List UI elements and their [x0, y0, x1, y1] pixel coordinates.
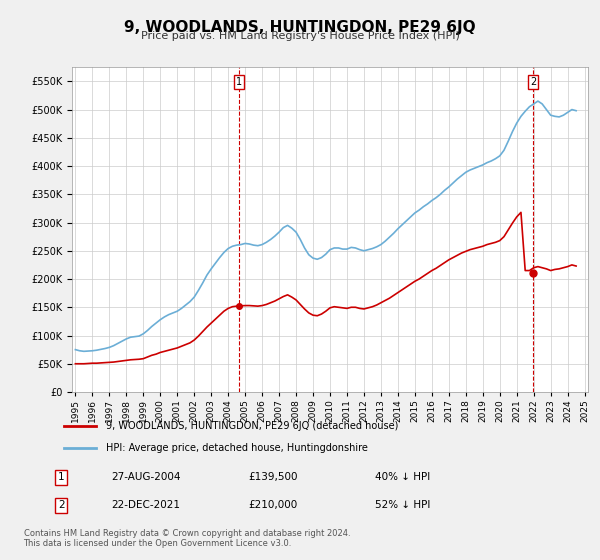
Text: 40% ↓ HPI: 40% ↓ HPI: [376, 472, 431, 482]
Text: Price paid vs. HM Land Registry's House Price Index (HPI): Price paid vs. HM Land Registry's House …: [140, 31, 460, 41]
Text: 2: 2: [530, 77, 536, 87]
Text: £139,500: £139,500: [248, 472, 298, 482]
Text: HPI: Average price, detached house, Huntingdonshire: HPI: Average price, detached house, Hunt…: [106, 443, 368, 453]
Text: £210,000: £210,000: [248, 500, 298, 510]
Text: 27-AUG-2004: 27-AUG-2004: [112, 472, 181, 482]
Text: 22-DEC-2021: 22-DEC-2021: [112, 500, 181, 510]
Text: 52% ↓ HPI: 52% ↓ HPI: [376, 500, 431, 510]
Text: 9, WOODLANDS, HUNTINGDON, PE29 6JQ (detached house): 9, WOODLANDS, HUNTINGDON, PE29 6JQ (deta…: [106, 421, 398, 431]
Text: 2: 2: [58, 500, 65, 510]
Text: 9, WOODLANDS, HUNTINGDON, PE29 6JQ: 9, WOODLANDS, HUNTINGDON, PE29 6JQ: [124, 20, 476, 35]
Text: 1: 1: [236, 77, 242, 87]
Text: Contains HM Land Registry data © Crown copyright and database right 2024.
This d: Contains HM Land Registry data © Crown c…: [23, 529, 350, 548]
Text: 1: 1: [58, 472, 65, 482]
